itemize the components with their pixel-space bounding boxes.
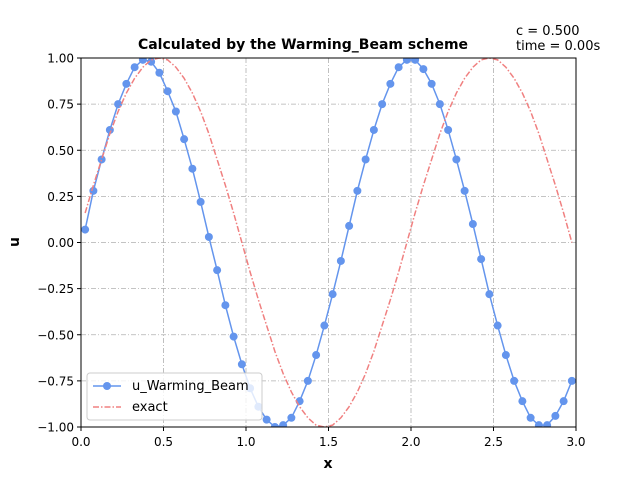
data-point-u-warming-beam-0 (81, 225, 90, 234)
y-tick-label-6: 0.50 (47, 144, 74, 158)
y-tick-label-5: 0.25 (47, 190, 74, 204)
data-point-u-warming-beam-15 (204, 232, 213, 241)
data-point-u-warming-beam-32 (345, 221, 354, 230)
data-point-u-warming-beam-18 (229, 332, 238, 341)
data-point-u-warming-beam-2 (97, 155, 106, 164)
data-point-u-warming-beam-38 (394, 63, 403, 72)
data-point-u-warming-beam-58 (559, 397, 568, 406)
y-tick-label-2: −0.50 (37, 328, 74, 342)
data-point-u-warming-beam-33 (353, 186, 362, 195)
x-tick-label-4: 2.0 (401, 435, 420, 449)
y-tick-label-7: 0.75 (47, 98, 74, 112)
data-point-u-warming-beam-57 (551, 411, 560, 420)
legend-box (86, 372, 263, 421)
annotation-line-1: c = 0.500 (516, 24, 580, 39)
data-point-u-warming-beam-29 (320, 321, 329, 330)
data-point-u-warming-beam-30 (328, 290, 337, 299)
y-tick-label-3: −0.25 (37, 282, 74, 296)
data-point-u-warming-beam-6 (130, 63, 139, 72)
data-point-u-warming-beam-27 (303, 376, 312, 385)
legend: u_Warming_Beam exact (86, 372, 263, 421)
y-tick-label-4: 0.00 (47, 236, 74, 250)
data-point-u-warming-beam-14 (196, 197, 205, 206)
data-point-u-warming-beam-31 (336, 256, 345, 265)
data-point-u-warming-beam-1 (89, 186, 98, 195)
y-axis-label: u (7, 237, 23, 247)
data-point-u-warming-beam-22 (262, 415, 271, 424)
data-point-u-warming-beam-52 (510, 376, 519, 385)
x-tick-label-0: 0.0 (71, 435, 90, 449)
data-point-u-warming-beam-47 (468, 220, 477, 229)
data-point-u-warming-beam-55 (534, 421, 543, 427)
axis-ticks: 0.0 0.5 1.0 1.5 2.0 2.5 3.0 −1.00 −0.75 −0.50 −0.2… (37, 52, 585, 450)
data-point-u-warming-beam-50 (493, 321, 502, 330)
data-point-u-warming-beam-7 (138, 58, 147, 64)
data-point-u-warming-beam-37 (386, 79, 395, 88)
data-point-u-warming-beam-24 (279, 421, 288, 427)
data-point-u-warming-beam-36 (378, 100, 387, 109)
x-tick-label-6: 3.0 (566, 435, 585, 449)
data-point-u-warming-beam-34 (361, 155, 370, 164)
x-tick-label-3: 1.5 (319, 435, 338, 449)
x-tick-label-1: 0.5 (154, 435, 173, 449)
legend-label-u-warming-beam: u_Warming_Beam (132, 379, 249, 394)
data-point-u-warming-beam-51 (501, 351, 510, 360)
data-point-u-warming-beam-10 (163, 87, 172, 96)
data-point-u-warming-beam-19 (237, 360, 246, 369)
y-tick-label-1: −0.75 (37, 374, 74, 388)
chart-title: Calculated by the Warming_Beam scheme (138, 37, 468, 53)
data-point-u-warming-beam-49 (485, 290, 494, 299)
legend-label-exact: exact (132, 400, 168, 415)
data-point-u-warming-beam-12 (180, 135, 189, 144)
data-point-u-warming-beam-17 (221, 301, 230, 310)
data-point-u-warming-beam-44 (444, 125, 453, 134)
data-point-u-warming-beam-35 (369, 125, 378, 134)
data-point-u-warming-beam-59 (567, 376, 576, 385)
data-point-u-warming-beam-46 (460, 186, 469, 195)
y-tick-label-8: 1.00 (47, 52, 74, 66)
data-point-u-warming-beam-41 (419, 65, 428, 74)
data-point-u-warming-beam-23 (270, 423, 279, 427)
x-tick-label-5: 2.5 (484, 435, 503, 449)
data-point-u-warming-beam-5 (122, 79, 131, 88)
data-point-u-warming-beam-16 (213, 266, 222, 275)
data-point-u-warming-beam-56 (543, 421, 552, 427)
legend-marker-u-warming-beam (103, 382, 111, 390)
data-point-u-warming-beam-28 (312, 351, 321, 360)
data-point-u-warming-beam-39 (402, 58, 411, 64)
data-point-u-warming-beam-53 (518, 397, 527, 406)
data-point-u-warming-beam-13 (188, 164, 197, 173)
data-point-u-warming-beam-25 (287, 413, 296, 422)
x-tick-label-2: 1.0 (236, 435, 255, 449)
x-axis-label: x (323, 456, 332, 472)
data-point-u-warming-beam-40 (411, 58, 420, 64)
data-point-u-warming-beam-42 (427, 79, 436, 88)
data-point-u-warming-beam-43 (435, 100, 444, 109)
data-point-u-warming-beam-54 (526, 413, 535, 422)
data-point-u-warming-beam-11 (171, 107, 180, 116)
data-point-u-warming-beam-9 (155, 68, 164, 77)
data-point-u-warming-beam-48 (477, 255, 486, 264)
data-point-u-warming-beam-8 (147, 58, 156, 66)
y-tick-label-0: −1.00 (37, 421, 74, 435)
annotation-line-2: time = 0.00s (516, 39, 600, 54)
data-point-u-warming-beam-45 (452, 155, 461, 164)
